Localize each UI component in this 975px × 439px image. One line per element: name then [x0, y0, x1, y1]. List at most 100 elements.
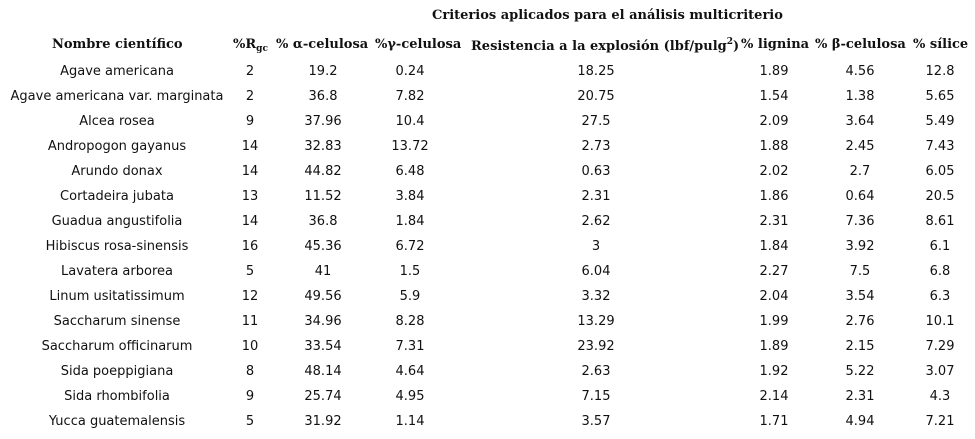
- cell-burst: 2.73: [581, 139, 611, 154]
- cell-beta: 3.92: [845, 239, 875, 254]
- cell-burst: 7.15: [581, 389, 611, 404]
- cell-name: Andropogon gayanus: [47, 139, 187, 154]
- cell-alpha: 34.96: [304, 314, 342, 329]
- header-name: Nombre científico: [52, 37, 183, 52]
- cell-silice: 6.8: [929, 264, 951, 279]
- cell-rg: 16: [241, 239, 259, 254]
- table-row: Yucca guatemalensis 5 31.92 1.14 3.57 1.71 4.9…: [0, 414, 975, 439]
- cell-gamma: 10.4: [395, 114, 425, 129]
- cell-name: Agave americana: [60, 64, 174, 79]
- cell-lignina: 2.27: [759, 264, 789, 279]
- cell-rg: 14: [241, 164, 259, 179]
- cell-silice: 20.5: [925, 189, 955, 204]
- cell-rg: 14: [241, 139, 259, 154]
- cell-gamma: 3.84: [395, 189, 425, 204]
- cell-alpha: 48.14: [304, 364, 342, 379]
- cell-name: Arundo donax: [71, 164, 163, 179]
- cell-beta: 4.56: [845, 64, 875, 79]
- cell-burst: 27.5: [581, 114, 611, 129]
- cell-alpha: 36.8: [308, 214, 338, 229]
- cell-alpha: 19.2: [308, 64, 338, 79]
- cell-beta: 0.64: [845, 189, 875, 204]
- header-burst-main: Resistencia a la explosión (lbf/pulg: [471, 39, 727, 54]
- table-row: Lavatera arborea 5 41 1.5 6.04 2.27 7.5 6.8: [0, 264, 975, 289]
- cell-lignina: 1.84: [759, 239, 789, 254]
- cell-gamma: 5.9: [399, 289, 421, 304]
- cell-burst: 0.63: [581, 164, 611, 179]
- table-row: Andropogon gayanus 14 32.83 13.72 2.73 1.88 2.…: [0, 139, 975, 164]
- cell-silice: 6.05: [925, 164, 955, 179]
- header-silice: % sílice: [913, 37, 969, 52]
- table-row: Sida rhombifolia 9 25.74 4.95 7.15 2.14 2.31 4.…: [0, 389, 975, 414]
- cell-beta: 3.54: [845, 289, 875, 304]
- cell-burst: 23.92: [577, 339, 615, 354]
- cell-alpha: 32.83: [304, 139, 342, 154]
- cell-lignina: 2.02: [759, 164, 789, 179]
- cell-rg: 9: [245, 114, 255, 129]
- cell-silice: 7.43: [925, 139, 955, 154]
- cell-name: Linum usitatissimum: [49, 289, 185, 304]
- cell-lignina: 2.31: [759, 214, 789, 229]
- table-row: Arundo donax 14 44.82 6.48 0.63 2.02 2.7 6.05: [0, 164, 975, 189]
- cell-alpha: 37.96: [304, 114, 342, 129]
- table-row: Saccharum officinarum 10 33.54 7.31 23.92 1.8…: [0, 339, 975, 364]
- cell-lignina: 2.09: [759, 114, 789, 129]
- table-row: Alcea rosea 9 37.96 10.4 27.5 2.09 3.64 5.49: [0, 114, 975, 139]
- cell-name: Sida rhombifolia: [64, 389, 170, 404]
- cell-gamma: 0.24: [395, 64, 425, 79]
- cell-alpha: 36.8: [308, 89, 338, 104]
- table-row: Hibiscus rosa-sinensis 16 45.36 6.72 3 1.84 3.…: [0, 239, 975, 264]
- cell-gamma: 6.48: [395, 164, 425, 179]
- cell-burst: 2.62: [581, 214, 611, 229]
- cell-burst: 18.25: [577, 64, 615, 79]
- cell-name: Sida poeppigiana: [60, 364, 174, 379]
- cell-beta: 5.22: [845, 364, 875, 379]
- cell-lignina: 2.04: [759, 289, 789, 304]
- header-burst-sup: 2: [726, 37, 733, 47]
- cell-silice: 6.3: [929, 289, 951, 304]
- table-row: Guadua angustifolia 14 36.8 1.84 2.62 2.31 7.3…: [0, 214, 975, 239]
- cell-beta: 4.94: [845, 414, 875, 429]
- table-row: Saccharum sinense 11 34.96 8.28 13.29 1.99 2.7…: [0, 314, 975, 339]
- cell-silice: 5.49: [925, 114, 955, 129]
- cell-silice: 4.3: [929, 389, 951, 404]
- header-rg: %Rgc: [233, 37, 268, 54]
- cell-silice: 5.65: [925, 89, 955, 104]
- cell-name: Guadua angustifolia: [51, 214, 183, 229]
- cell-name: Yucca guatemalensis: [48, 414, 186, 429]
- cell-beta: 3.64: [845, 114, 875, 129]
- cell-name: Agave americana var. marginata: [10, 89, 224, 104]
- cell-beta: 2.76: [845, 314, 875, 329]
- cell-name: Hibiscus rosa-sinensis: [45, 239, 189, 254]
- cell-beta: 7.36: [845, 214, 875, 229]
- cell-alpha: 25.74: [304, 389, 342, 404]
- cell-name: Cortadeira jubata: [60, 189, 174, 204]
- cell-alpha: 11.52: [304, 189, 342, 204]
- cell-gamma: 4.95: [395, 389, 425, 404]
- cell-silice: 6.1: [929, 239, 951, 254]
- cell-name: Saccharum sinense: [53, 314, 181, 329]
- table-row: Agave americana var. marginata 2 36.8 7.82 2…: [0, 89, 975, 114]
- cell-rg: 10: [241, 339, 259, 354]
- cell-rg: 8: [245, 364, 255, 379]
- cell-lignina: 1.92: [759, 364, 789, 379]
- cell-beta: 2.31: [845, 389, 875, 404]
- cell-beta: 7.5: [849, 264, 871, 279]
- cell-silice: 12.8: [925, 64, 955, 79]
- header-lignina: % lignina: [741, 37, 810, 52]
- cell-name: Lavatera arborea: [61, 264, 173, 279]
- header-rg-sub: gc: [256, 44, 268, 54]
- cell-gamma: 8.28: [395, 314, 425, 329]
- table-row: Cortadeira jubata 13 11.52 3.84 2.31 1.86 0.64…: [0, 189, 975, 214]
- cell-rg: 5: [245, 414, 255, 429]
- cell-burst: 3.32: [581, 289, 611, 304]
- table-row: Sida poeppigiana 8 48.14 4.64 2.63 1.92 5.22 3.…: [0, 364, 975, 389]
- cell-gamma: 13.72: [391, 139, 429, 154]
- cell-rg: 14: [241, 214, 259, 229]
- cell-burst: 2.63: [581, 364, 611, 379]
- cell-rg: 12: [241, 289, 259, 304]
- header-alpha: % α-celulosa: [276, 37, 369, 52]
- cell-rg: 2: [245, 64, 255, 79]
- cell-silice: 8.61: [925, 214, 955, 229]
- cell-gamma: 7.82: [395, 89, 425, 104]
